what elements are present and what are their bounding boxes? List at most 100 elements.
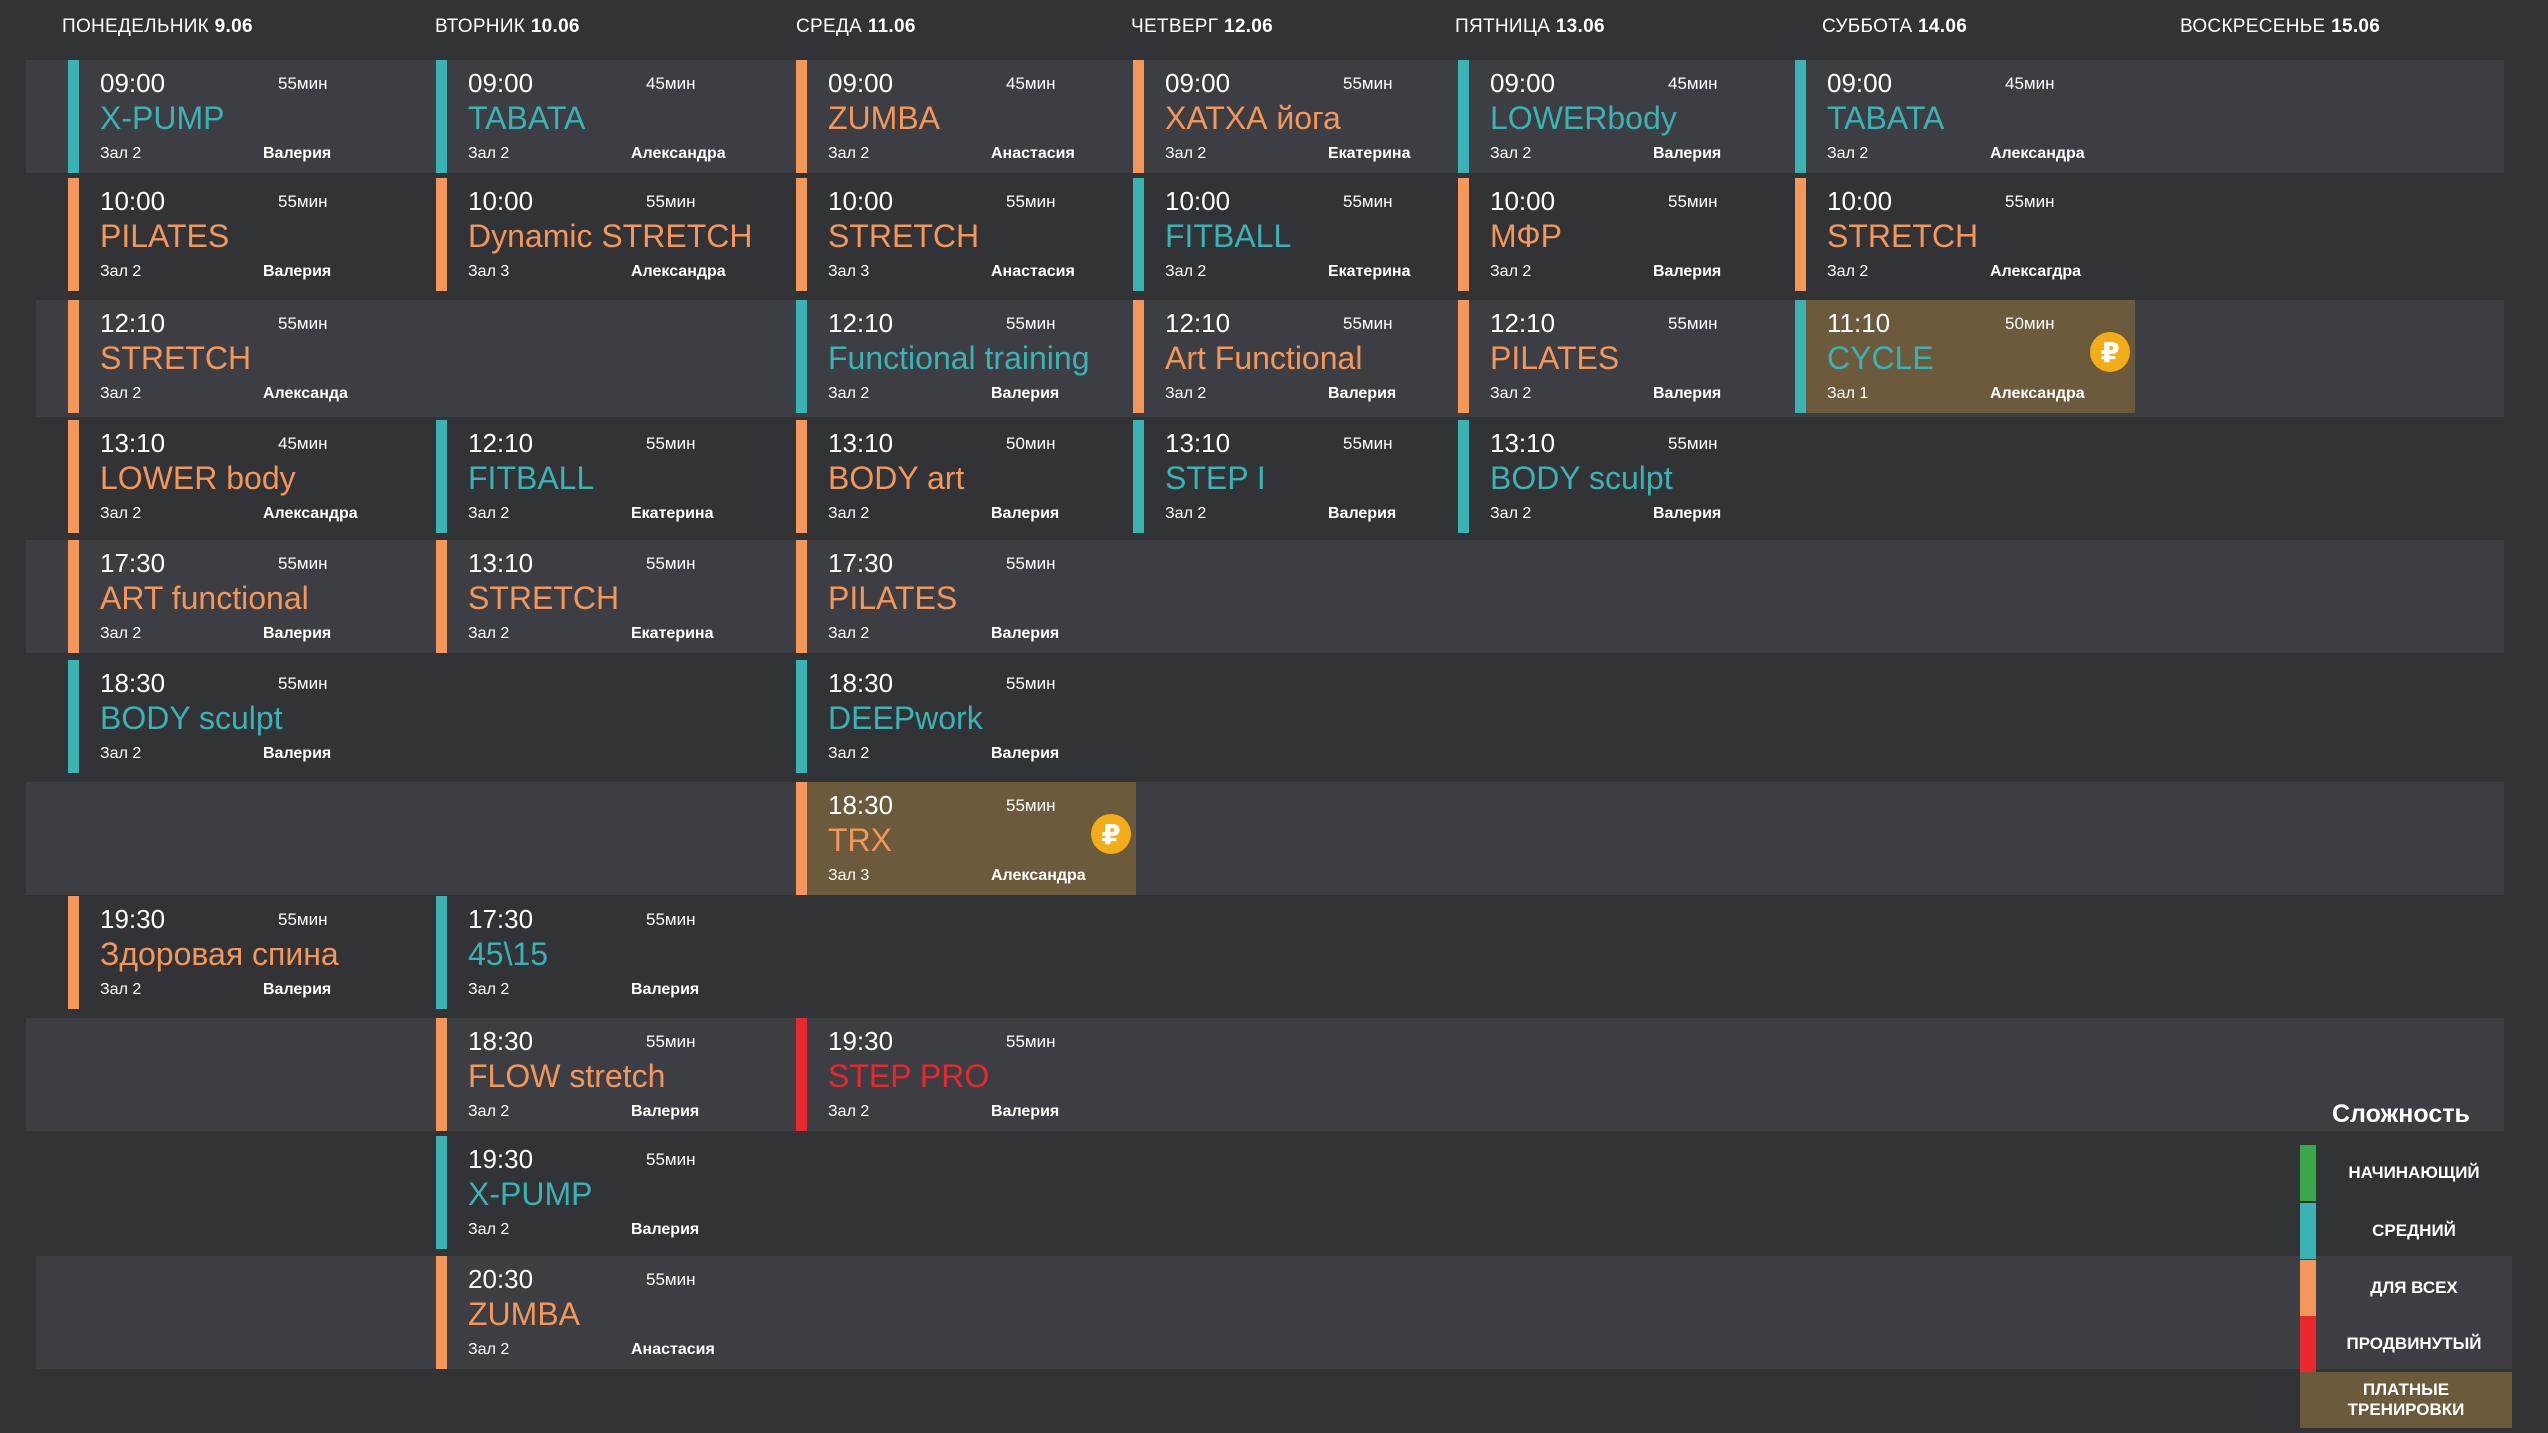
class-card[interactable]: 10:00 55мин STRETCH Зал 3 Анастасия — [796, 178, 1136, 291]
class-name: STEP I — [1165, 460, 1266, 496]
class-trainer: Валерия — [1328, 385, 1397, 402]
level-bar — [1133, 420, 1144, 533]
class-room: Зал 2 — [468, 505, 510, 522]
class-card[interactable]: 13:10 55мин STRETCH Зал 2 Екатерина — [436, 540, 776, 653]
class-time: 09:00 — [1490, 68, 1556, 98]
day-name: ЧЕТВЕРГ — [1131, 16, 1219, 37]
class-name: BODY sculpt — [100, 700, 283, 736]
class-room: Зал 2 — [1827, 145, 1869, 162]
class-card[interactable]: 12:10 55мин FITBALL Зал 2 Екатерина — [436, 420, 776, 533]
level-bar — [796, 540, 807, 653]
level-bar — [68, 300, 79, 413]
class-card[interactable]: 10:00 55мин FITBALL Зал 2 Екатерина — [1133, 178, 1473, 291]
class-trainer: Валерия — [631, 981, 700, 998]
level-bar — [68, 178, 79, 291]
class-trainer: Валерия — [631, 1103, 700, 1120]
legend-paid-line2: ТРЕНИРОВКИ — [2347, 1400, 2465, 1419]
class-duration: 55мин — [278, 910, 328, 929]
class-duration: 55мин — [646, 910, 696, 929]
level-bar — [68, 420, 79, 533]
class-time: 09:00 — [828, 68, 894, 98]
class-trainer: Алексагдра — [1990, 263, 2082, 280]
class-name: DEEPwork — [828, 700, 983, 736]
level-bar — [436, 420, 447, 533]
level-bar — [68, 660, 79, 773]
class-card[interactable]: 13:10 45мин LOWER body Зал 2 Александра — [68, 420, 408, 533]
class-card[interactable]: 12:10 55мин Functional training Зал 2 Валери… — [796, 300, 1136, 413]
class-card[interactable]: 18:30 55мин FLOW stretch Зал 2 Валерия — [436, 1018, 776, 1131]
class-room: Зал 2 — [100, 625, 142, 642]
class-trainer: Валерия — [1653, 505, 1722, 522]
class-trainer: Валерия — [263, 981, 332, 998]
class-card[interactable]: 10:00 55мин Dynamic STRETCH Зал 3 Александра — [436, 178, 776, 291]
class-duration: 55мин — [278, 192, 328, 211]
class-name: CYCLE — [1827, 340, 1934, 376]
class-card[interactable]: 17:30 55мин PILATES Зал 2 Валерия — [796, 540, 1136, 653]
level-bar — [796, 1018, 807, 1131]
class-name: STRETCH — [828, 218, 980, 254]
class-card[interactable]: 12:10 55мин PILATES Зал 2 Валерия — [1458, 300, 1798, 413]
class-card[interactable]: 17:30 55мин 45\15 Зал 2 Валерия — [436, 896, 776, 1009]
class-trainer: Александра — [263, 505, 358, 522]
class-trainer: Екатерина — [1328, 263, 1411, 280]
class-card[interactable]: 20:30 55мин ZUMBA Зал 2 Анастасия — [436, 1256, 776, 1369]
class-card[interactable]: 11:10 50мин CYCLE Зал 1 Александра ₽ — [1795, 300, 2135, 413]
class-card[interactable]: 09:00 45мин TABATA Зал 2 Александра — [1795, 60, 2135, 173]
class-time: 09:00 — [100, 68, 166, 98]
class-name: ZUMBA — [828, 100, 940, 136]
class-time: 19:30 — [468, 1144, 534, 1174]
class-card[interactable]: 10:00 55мин МФР Зал 2 Валерия — [1458, 178, 1798, 291]
class-time: 17:30 — [468, 904, 534, 934]
class-time: 13:10 — [468, 548, 534, 578]
class-room: Зал 2 — [828, 385, 870, 402]
class-duration: 45мин — [278, 434, 328, 453]
class-card[interactable]: 18:30 55мин DEEPwork Зал 2 Валерия — [796, 660, 1136, 773]
class-name: LOWERbody — [1490, 100, 1677, 136]
class-time: 10:00 — [1490, 186, 1556, 216]
class-card[interactable]: 19:30 55мин STEP PRO Зал 2 Валерия — [796, 1018, 1136, 1131]
class-duration: 55мин — [2005, 192, 2055, 211]
class-card[interactable]: 13:10 55мин STEP I Зал 2 Валерия — [1133, 420, 1473, 533]
level-bar — [436, 178, 447, 291]
class-card[interactable]: 09:00 45мин TABATA Зал 2 Александра — [436, 60, 776, 173]
class-time: 18:30 — [468, 1026, 534, 1056]
class-time: 13:10 — [100, 428, 166, 458]
class-card[interactable]: 09:00 45мин ZUMBA Зал 2 Анастасия — [796, 60, 1136, 173]
class-card[interactable]: 10:00 55мин STRETCH Зал 2 Алексагдра — [1795, 178, 2135, 291]
class-card[interactable]: 12:10 55мин STRETCH Зал 2 Александа — [68, 300, 408, 413]
class-trainer: Валерия — [1653, 385, 1722, 402]
class-duration: 55мин — [1006, 554, 1056, 573]
day-date: 12.06 — [1223, 16, 1273, 37]
class-card[interactable]: 18:30 55мин BODY sculpt Зал 2 Валерия — [68, 660, 408, 773]
class-name: PILATES — [828, 580, 958, 616]
level-bar — [436, 1136, 447, 1249]
class-duration: 55мин — [1668, 434, 1718, 453]
class-name: МФР — [1490, 218, 1562, 254]
class-card[interactable]: 09:00 55мин ХАТХА йога Зал 2 Екатерина — [1133, 60, 1473, 173]
class-time: 18:30 — [100, 668, 166, 698]
class-card[interactable]: 09:00 45мин LOWERbody Зал 2 Валерия — [1458, 60, 1798, 173]
day-date: 15.06 — [2331, 16, 2381, 37]
class-card[interactable]: 13:10 50мин BODY art Зал 2 Валерия — [796, 420, 1136, 533]
class-room: Зал 3 — [828, 867, 870, 884]
level-bar — [1795, 60, 1806, 173]
class-card[interactable]: 17:30 55мин ART functional Зал 2 Валерия — [68, 540, 408, 653]
class-card[interactable]: 13:10 55мин BODY sculpt Зал 2 Валерия — [1458, 420, 1798, 533]
class-trainer: Валерия — [1653, 263, 1722, 280]
class-card[interactable]: 10:00 55мин PILATES Зал 2 Валерия — [68, 178, 408, 291]
day-date: 10.06 — [530, 16, 580, 37]
class-trainer: Валерия — [263, 745, 332, 762]
class-card[interactable]: 19:30 55мин Здоровая спина Зал 2 Валерия — [68, 896, 408, 1009]
class-card[interactable]: 18:30 55мин TRX Зал 3 Александра ₽ — [796, 782, 1136, 895]
class-name: TABATA — [1827, 100, 1945, 136]
class-trainer: Екатерина — [1328, 145, 1411, 162]
legend-paid-line1: ПЛАТНЫЕ — [2362, 1380, 2450, 1399]
day-date: 11.06 — [867, 16, 916, 37]
day-header: ПЯТНИЦА 13.06 — [1455, 16, 1605, 38]
class-card[interactable]: 19:30 55мин X-PUMP Зал 2 Валерия — [436, 1136, 776, 1249]
class-card[interactable]: 09:00 55мин X-PUMP Зал 2 Валерия — [68, 60, 408, 173]
class-card[interactable]: 12:10 55мин Art Functional Зал 2 Валерия — [1133, 300, 1473, 413]
class-name: ART functional — [100, 580, 309, 616]
class-name: STRETCH — [100, 340, 252, 376]
class-room: Зал 2 — [100, 505, 142, 522]
